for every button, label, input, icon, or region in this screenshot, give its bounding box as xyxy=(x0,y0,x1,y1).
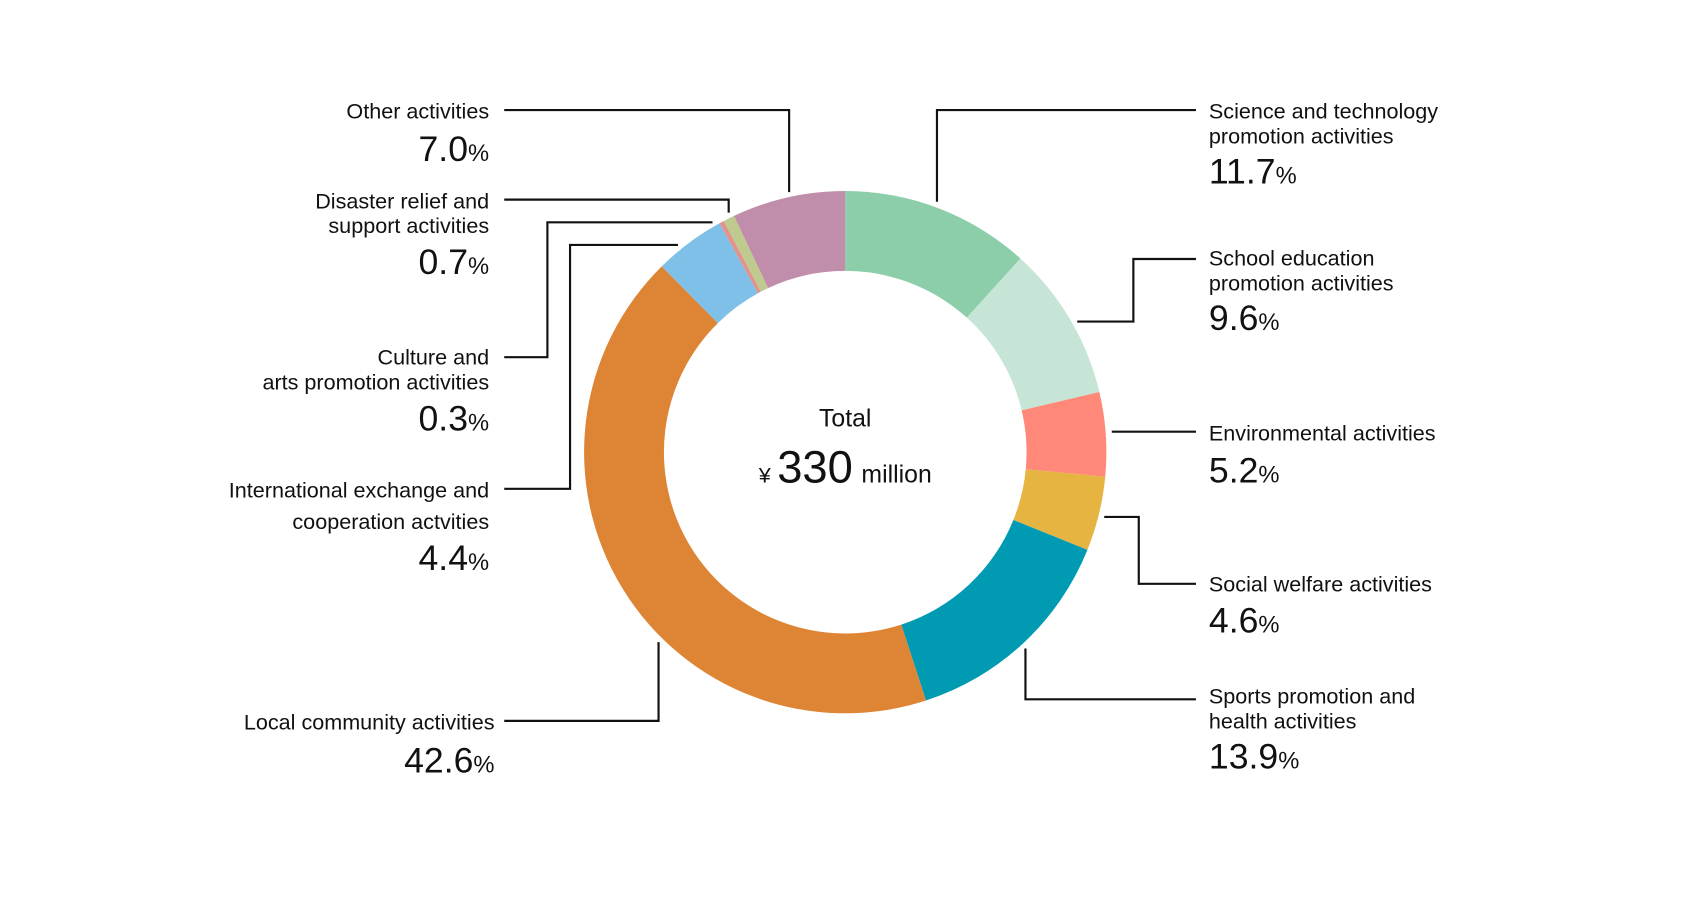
slice-1 xyxy=(966,258,1100,411)
center-title: Total xyxy=(819,405,871,432)
slice-value: 13.9% xyxy=(1209,736,1299,776)
slice-value: 42.6% xyxy=(404,741,494,781)
slice-label: Sports promotion and xyxy=(1209,684,1415,709)
slice-label: School education xyxy=(1209,245,1375,270)
slice-6 xyxy=(661,223,758,324)
slice-8 xyxy=(723,215,769,292)
leader-line-6 xyxy=(504,243,678,490)
leader-line-9 xyxy=(504,108,791,193)
slice-label: health activities xyxy=(1209,708,1357,733)
slice-value-number: 4.6 xyxy=(1209,600,1259,640)
slice-0 xyxy=(845,191,1021,318)
leader-line-0 xyxy=(935,108,1196,202)
slice-2 xyxy=(1021,391,1107,477)
slice-value-number: 0.3 xyxy=(418,399,468,439)
leader-line-1 xyxy=(1077,257,1196,323)
percent-sign: % xyxy=(1258,612,1279,638)
leader-line-5 xyxy=(504,642,660,722)
slice-label: Science and technology xyxy=(1209,99,1438,124)
center-total: ¥330 million xyxy=(758,441,932,492)
slice-label: Culture and xyxy=(378,345,490,370)
percent-sign: % xyxy=(1278,748,1299,774)
percent-sign: % xyxy=(468,141,489,167)
slice-value-number: 11.7 xyxy=(1209,151,1276,191)
slice-label: support activities xyxy=(328,213,489,238)
slice-label: Environmental activities xyxy=(1209,420,1436,445)
slice-value-number: 7.0 xyxy=(418,129,468,169)
leader-line-8 xyxy=(504,198,730,213)
leader-lines xyxy=(504,108,1196,722)
slice-label: Social welfare activities xyxy=(1209,571,1432,596)
leader-line-3 xyxy=(1104,515,1196,585)
donut-slices xyxy=(584,191,1107,714)
slice-value: 4.4% xyxy=(418,538,489,578)
slice-3 xyxy=(1013,469,1106,550)
slice-value: 4.6% xyxy=(1209,600,1280,640)
slice-value-number: 5.2 xyxy=(1209,450,1259,490)
percent-sign: % xyxy=(1276,163,1297,189)
slice-5 xyxy=(584,266,926,714)
percent-sign: % xyxy=(468,411,489,437)
slice-9 xyxy=(734,191,846,289)
slice-value-number: 0.7 xyxy=(418,242,468,282)
slice-value: 9.6% xyxy=(1209,298,1280,338)
leader-line-4 xyxy=(1024,648,1196,701)
slice-label: Other activities xyxy=(346,99,489,124)
percent-sign: % xyxy=(1258,462,1279,488)
slice-label: promotion activities xyxy=(1209,270,1394,295)
percent-sign: % xyxy=(473,753,494,779)
slice-label: promotion activities xyxy=(1209,124,1394,149)
slice-label: cooperation actvities xyxy=(292,509,489,534)
slice-value-number: 9.6 xyxy=(1209,298,1259,338)
center-unit: million xyxy=(861,461,931,488)
slice-4 xyxy=(901,519,1088,701)
leader-line-7 xyxy=(504,221,713,359)
slice-value: 0.7% xyxy=(418,242,489,282)
slice-value-number: 4.4 xyxy=(418,538,468,578)
center-currency: ¥ xyxy=(758,462,772,487)
slice-value: 0.3% xyxy=(418,399,489,439)
percent-sign: % xyxy=(468,550,489,576)
slice-7 xyxy=(719,220,761,294)
slice-value-number: 13.9 xyxy=(1209,736,1278,776)
percent-sign: % xyxy=(1258,310,1279,336)
slice-label: International exchange and xyxy=(229,477,489,502)
slice-label: Disaster relief and xyxy=(315,188,489,213)
center-amount: 330 xyxy=(777,441,853,492)
slice-value: 7.0% xyxy=(418,129,489,169)
slice-label: Local community activities xyxy=(244,709,495,734)
slice-label: arts promotion activities xyxy=(262,370,489,395)
slice-value: 11.7% xyxy=(1209,151,1297,191)
slice-value-number: 42.6 xyxy=(404,741,473,781)
percent-sign: % xyxy=(468,254,489,280)
slice-value: 5.2% xyxy=(1209,450,1280,490)
